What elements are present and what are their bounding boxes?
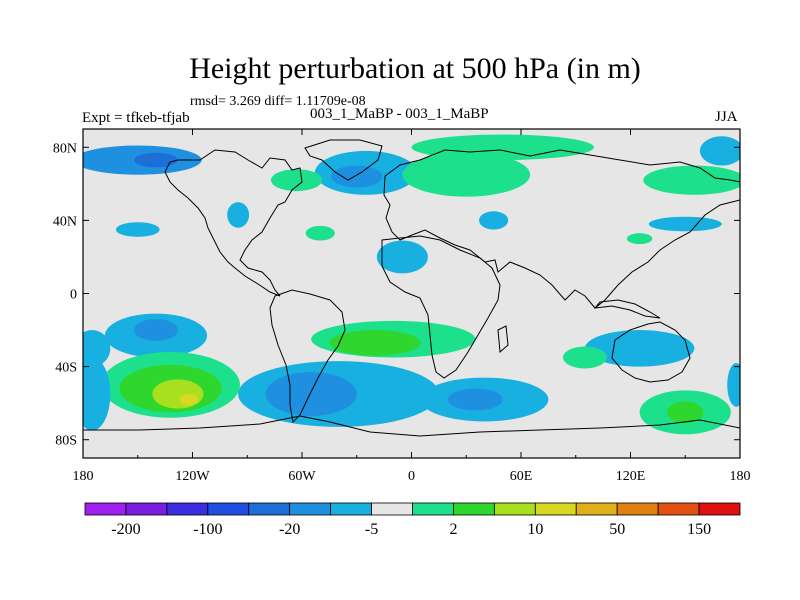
anomaly-region <box>648 216 722 232</box>
colorbar-label: -100 <box>193 521 222 538</box>
coastline-maritime-continent <box>593 299 661 319</box>
y-tick-label: 40N <box>53 214 77 229</box>
colorbar-swatch <box>84 502 127 516</box>
anomaly-region <box>402 152 531 197</box>
colorbar-label: -5 <box>365 521 378 538</box>
coastline-greenland <box>304 139 383 181</box>
anomaly-region <box>329 330 421 356</box>
coastline-north-america <box>164 149 303 297</box>
colorbar-swatch <box>534 502 577 516</box>
colorbar-swatch <box>657 502 700 516</box>
anomaly-region <box>448 388 503 411</box>
colorbar-label: -20 <box>279 521 300 538</box>
anomaly-region <box>626 233 653 245</box>
y-tick-label: 80N <box>53 141 77 156</box>
x-tick-label: 60E <box>510 469 533 484</box>
anomaly-region <box>699 136 740 166</box>
y-tick-label: 80S <box>55 434 77 449</box>
anomaly-region <box>562 346 607 369</box>
colorbar-swatch <box>698 502 741 516</box>
experiment-label: Expt = tfkeb-tfjab <box>82 110 190 126</box>
colorbar-swatch <box>453 502 495 516</box>
axes: 180 120W 60W 0 60E 120E 180 80N 40N 0 40S 80S <box>53 129 751 484</box>
coastline-australia <box>611 321 691 383</box>
coastline-eurasia <box>383 149 740 309</box>
anomaly-region <box>83 357 111 431</box>
anomaly-region <box>134 319 178 342</box>
x-tick-label: 180 <box>730 469 751 484</box>
colorbar-swatch <box>248 502 291 516</box>
x-tick-label: 120W <box>175 469 210 484</box>
colorbar-label: 50 <box>609 521 625 538</box>
anomaly-region <box>265 372 357 416</box>
colorbar-swatch <box>330 502 372 516</box>
y-tick-label: 0 <box>70 288 77 303</box>
anomaly-region <box>376 240 428 274</box>
colorbar-label: 2 <box>449 521 457 538</box>
coastline-antarctica <box>83 415 740 437</box>
anomaly-region <box>270 169 323 192</box>
colorbar-label: -200 <box>111 521 140 538</box>
anomaly-region <box>727 362 740 407</box>
x-tick-label: 0 <box>408 469 415 484</box>
coastline-south-america <box>269 289 346 424</box>
coastline-madagascar <box>497 325 509 354</box>
case-label: 003_1_MaBP - 003_1_MaBP <box>310 106 489 122</box>
anomaly-region <box>227 202 250 228</box>
y-tick-label: 40S <box>55 361 77 376</box>
colorbar-swatch <box>166 502 209 516</box>
coastline-africa <box>381 235 501 379</box>
colorbar-label: 10 <box>527 521 543 538</box>
colorbar-swatch <box>575 502 618 516</box>
anomaly-field <box>83 134 740 435</box>
anomaly-region <box>152 379 204 409</box>
colorbar-swatch <box>207 502 250 516</box>
anomaly-region <box>179 394 198 405</box>
anomaly-region <box>643 165 740 195</box>
anomaly-region <box>134 152 178 168</box>
colorbar-swatch <box>371 502 413 516</box>
chart-title: Height perturbation at 500 hPa (in m) <box>189 52 641 85</box>
anomaly-region <box>115 222 160 237</box>
anomaly-region <box>479 211 509 230</box>
anomaly-region <box>667 401 704 424</box>
colorbar-swatch <box>493 502 536 516</box>
x-tick-label: 180 <box>73 469 94 484</box>
anomaly-region <box>83 330 111 367</box>
season-label: JJA <box>715 109 738 125</box>
colorbar-swatch <box>125 502 168 516</box>
x-tick-label: 60W <box>288 469 316 484</box>
x-tick-label: 120E <box>616 469 646 484</box>
colorbar-label: 150 <box>687 521 711 538</box>
stats-line: rmsd= 3.269 diff= 1.11709e-08 <box>190 94 366 109</box>
colorbar: -200 -100 -20 -5 2 10 50 150 <box>84 502 741 538</box>
colorbar-swatch <box>616 502 659 516</box>
coastlines <box>83 139 740 437</box>
colorbar-swatch <box>412 502 454 516</box>
anomaly-region <box>305 225 335 241</box>
colorbar-swatch <box>289 502 332 516</box>
anomaly-region <box>331 165 383 188</box>
